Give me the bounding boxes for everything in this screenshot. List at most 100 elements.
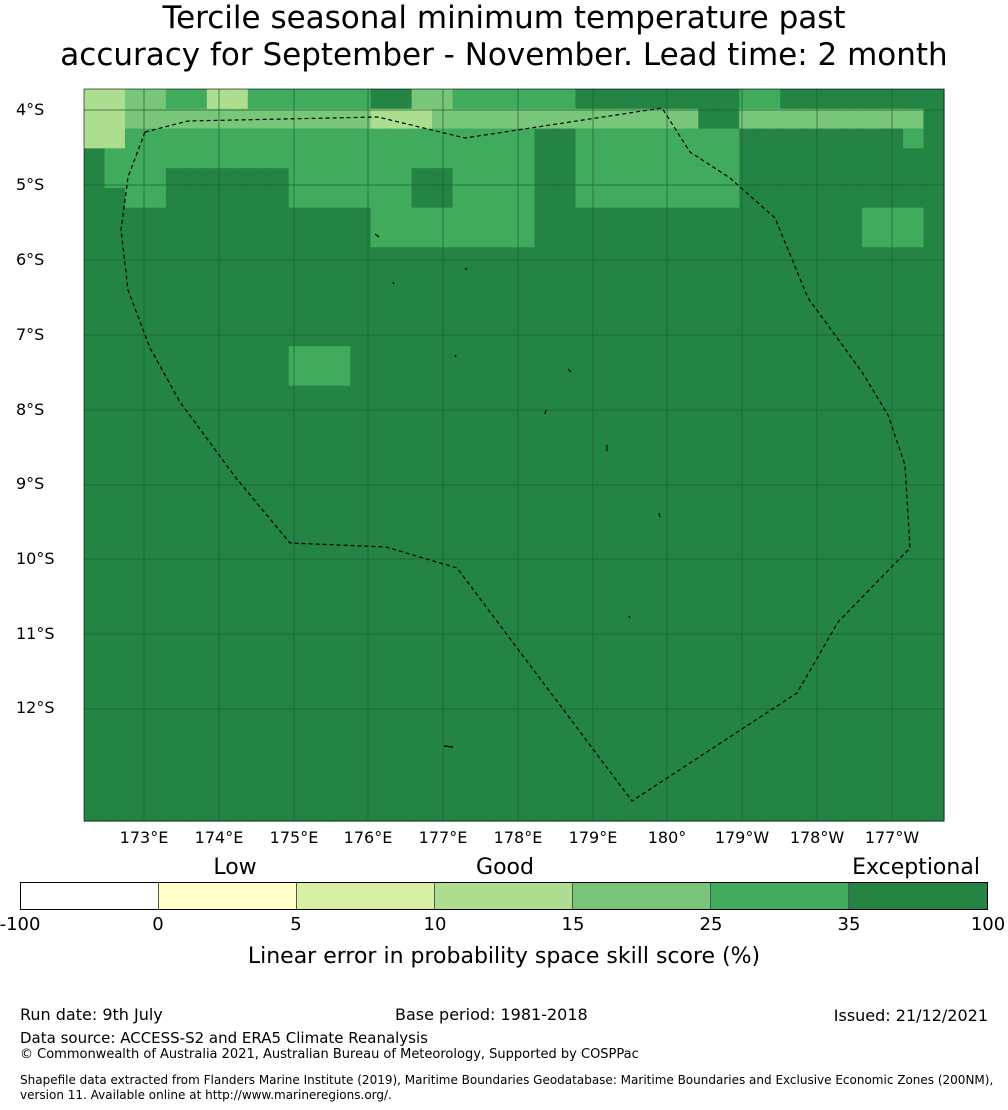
grid-cell xyxy=(288,583,310,604)
grid-cell xyxy=(84,286,106,308)
grid-cell xyxy=(370,484,392,506)
grid-cell xyxy=(411,385,433,407)
grid-cell xyxy=(370,741,392,763)
grid-cell xyxy=(800,464,822,486)
grid-cell xyxy=(350,247,372,268)
grid-cell xyxy=(391,385,413,407)
grid-cell xyxy=(473,385,495,407)
grid-cell xyxy=(841,346,863,367)
grid-cell xyxy=(329,544,351,565)
grid-cell xyxy=(452,761,474,783)
grid-cell xyxy=(432,445,454,466)
grid-cell xyxy=(698,207,720,229)
grid-cell xyxy=(595,207,617,229)
grid-cell xyxy=(616,207,638,229)
grid-cell xyxy=(165,781,187,802)
grid-cell xyxy=(554,544,577,565)
grid-cell xyxy=(288,603,310,624)
grid-cell xyxy=(288,722,310,743)
grid-cell xyxy=(514,267,536,288)
grid-cell xyxy=(882,761,904,783)
grid-cell xyxy=(698,405,720,426)
grid-cell xyxy=(616,484,638,506)
grid-cell xyxy=(104,524,126,545)
grid-cell xyxy=(84,702,106,723)
grid-cell xyxy=(821,346,843,367)
grid-cell xyxy=(145,306,167,327)
grid-cell xyxy=(821,445,843,466)
grid-cell xyxy=(739,603,761,624)
grid-cell xyxy=(534,484,556,506)
grid-cell xyxy=(821,642,843,664)
grid-cell xyxy=(657,168,679,189)
grid-cell xyxy=(534,504,556,525)
grid-cell xyxy=(698,247,720,268)
grid-cell xyxy=(514,504,536,525)
colorbar-segment xyxy=(573,883,711,909)
grid-cell xyxy=(391,702,413,723)
copyright: © Commonwealth of Australia 2021, Austra… xyxy=(20,1047,639,1062)
grid-cell xyxy=(452,425,474,446)
grid-cell xyxy=(165,583,187,604)
grid-cell xyxy=(370,306,392,327)
grid-cell xyxy=(350,484,372,506)
grid-cell xyxy=(247,227,269,248)
grid-cell xyxy=(595,187,617,209)
grid-cell xyxy=(452,187,474,209)
grid-cell xyxy=(718,781,740,802)
grid-cell xyxy=(903,524,925,545)
grid-cell xyxy=(227,247,249,268)
grid-cell xyxy=(268,603,290,624)
grid-cell xyxy=(841,267,863,288)
grid-cell xyxy=(903,583,925,604)
grid-cell xyxy=(124,761,147,783)
grid-cell xyxy=(554,247,577,268)
grid-cell xyxy=(227,326,249,347)
grid-cell xyxy=(452,662,474,684)
grid-cell xyxy=(575,583,597,604)
grid-cell xyxy=(493,504,515,525)
grid-cell xyxy=(206,128,228,149)
grid-cell xyxy=(821,741,843,763)
grid-cell xyxy=(923,781,945,802)
grid-cell xyxy=(759,405,781,426)
grid-cell xyxy=(923,702,945,723)
grid-cell xyxy=(554,524,577,545)
grid-cell xyxy=(432,187,454,209)
grid-cell xyxy=(923,623,945,644)
grid-cell xyxy=(698,623,720,644)
grid-cell xyxy=(432,504,454,525)
grid-cell xyxy=(104,662,126,684)
category-exceptional: Exceptional xyxy=(852,855,980,880)
grid-cell xyxy=(493,741,515,763)
grid-cell xyxy=(759,464,781,486)
grid-cell xyxy=(780,128,802,149)
grid-cell xyxy=(616,662,638,684)
grid-cell xyxy=(780,583,802,604)
grid-cell xyxy=(841,801,863,822)
grid-cell xyxy=(595,583,617,604)
grid-cell xyxy=(698,89,720,110)
grid-cell xyxy=(554,682,577,703)
grid-cell xyxy=(165,662,187,684)
grid-cell xyxy=(903,148,925,169)
grid-cell xyxy=(677,781,699,802)
grid-cell xyxy=(862,761,884,783)
grid-cell xyxy=(821,544,843,565)
grid-cell xyxy=(268,89,290,110)
grid-cell xyxy=(391,187,413,209)
grid-cell xyxy=(759,662,781,684)
grid-cell xyxy=(718,741,740,763)
grid-cell xyxy=(800,385,822,407)
grid-cell xyxy=(575,504,597,525)
grid-cell xyxy=(534,524,556,545)
grid-cell xyxy=(739,227,761,248)
grid-cell xyxy=(718,801,740,822)
grid-cell xyxy=(616,445,638,466)
grid-cell xyxy=(432,247,454,268)
grid-cell xyxy=(391,741,413,763)
grid-cell xyxy=(227,365,249,387)
grid-cell xyxy=(800,207,822,229)
grid-cell xyxy=(493,484,515,506)
grid-cell xyxy=(780,741,802,763)
